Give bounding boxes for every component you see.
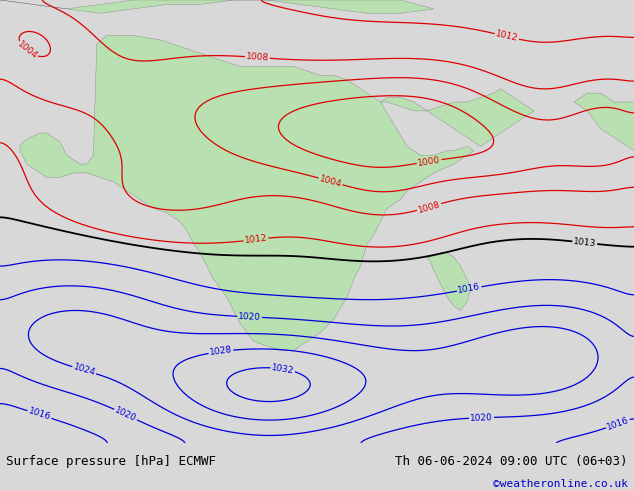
Text: 1024: 1024: [72, 363, 96, 378]
Text: 1032: 1032: [271, 363, 295, 375]
Text: 1016: 1016: [457, 283, 481, 295]
Polygon shape: [0, 0, 434, 13]
Text: ©weatheronline.co.uk: ©weatheronline.co.uk: [493, 479, 628, 490]
Text: 1008: 1008: [417, 199, 441, 215]
Polygon shape: [574, 93, 634, 155]
Text: 1004: 1004: [15, 40, 39, 61]
Polygon shape: [380, 89, 534, 147]
Text: 1016: 1016: [27, 407, 52, 422]
Text: 1013: 1013: [573, 237, 597, 248]
Text: Th 06-06-2024 09:00 UTC (06+03): Th 06-06-2024 09:00 UTC (06+03): [395, 455, 628, 467]
Text: 1020: 1020: [113, 406, 138, 423]
Text: 1008: 1008: [245, 52, 269, 63]
Text: 1020: 1020: [470, 413, 493, 423]
Text: 1028: 1028: [209, 345, 233, 358]
Text: 1012: 1012: [244, 234, 268, 245]
Text: 1020: 1020: [238, 312, 261, 322]
Text: Surface pressure [hPa] ECMWF: Surface pressure [hPa] ECMWF: [6, 455, 216, 467]
Text: 1000: 1000: [417, 155, 441, 168]
Text: 1016: 1016: [605, 416, 630, 432]
Text: 1012: 1012: [495, 29, 519, 44]
Polygon shape: [20, 35, 474, 350]
Polygon shape: [427, 253, 470, 311]
Text: 1004: 1004: [318, 174, 343, 189]
